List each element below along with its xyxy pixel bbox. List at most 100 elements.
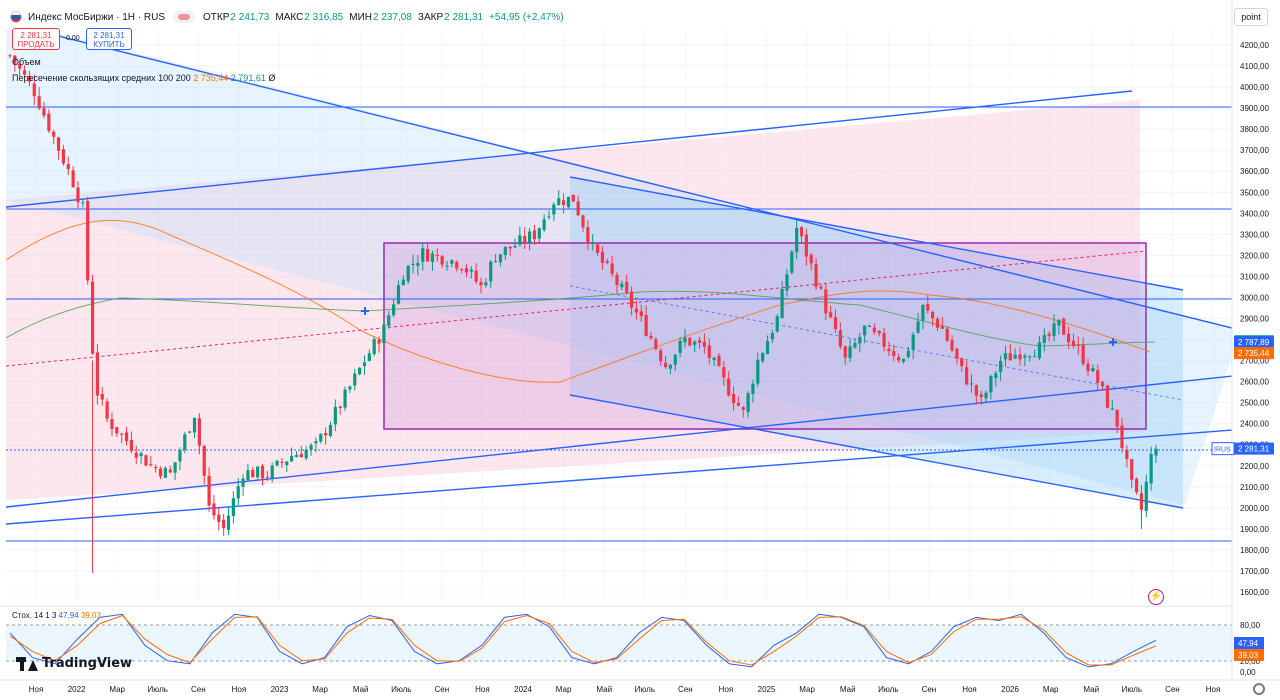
candle-body — [1130, 459, 1134, 480]
lightning-icon[interactable]: ⚡ — [1148, 589, 1164, 605]
candle — [736, 396, 740, 407]
open-value: 2 241,73 — [230, 11, 270, 23]
candle — [974, 384, 978, 405]
candle — [751, 379, 755, 403]
candle — [105, 398, 109, 423]
candle-body — [1115, 409, 1119, 427]
candle-body — [333, 406, 337, 425]
candle — [8, 54, 12, 58]
candle — [790, 250, 794, 275]
candle-body — [659, 350, 663, 362]
visibility-toggle-icon[interactable] — [173, 11, 196, 23]
candle-body — [741, 407, 745, 410]
candle-body — [401, 279, 405, 286]
candle-body — [188, 431, 192, 433]
candle-body — [848, 346, 852, 358]
candle-body — [168, 469, 172, 473]
buy-button[interactable]: 2 281,31 КУПИТЬ — [86, 28, 132, 50]
unit-button[interactable]: point — [1234, 8, 1268, 26]
price-tick-label: 3700,00 — [1240, 146, 1269, 155]
candle-body — [799, 227, 804, 237]
candle — [445, 260, 449, 271]
purple-range-box — [383, 242, 1147, 430]
russia-flag-icon — [10, 11, 22, 23]
candle — [158, 466, 163, 480]
candle-body — [498, 254, 503, 263]
stoch-tick-label: 80,00 — [1240, 621, 1261, 630]
candle-body — [615, 274, 619, 286]
price-tick-label: 3100,00 — [1240, 272, 1269, 281]
candle-body — [299, 454, 303, 458]
candle-body — [644, 314, 648, 336]
time-tick-label: Сен — [678, 685, 693, 694]
candle-body — [940, 326, 944, 329]
candle-body — [212, 503, 216, 516]
candle — [785, 268, 789, 297]
candle — [931, 310, 935, 327]
candle-body — [110, 419, 114, 429]
candle — [469, 266, 473, 279]
ma-cross-legend[interactable]: Пересечение скользящих средних 100 200 2… — [12, 73, 275, 83]
candle — [513, 238, 517, 249]
candle — [1042, 328, 1046, 352]
candle — [1047, 331, 1051, 342]
pink-dashed-line — [6, 250, 1147, 367]
candle — [688, 337, 692, 347]
candle — [1052, 314, 1056, 342]
candle — [625, 274, 629, 295]
stoch-legend[interactable]: Стох. 14 1 3 47,94 39,03 — [12, 611, 101, 620]
time-tick-label: Июль — [1122, 685, 1142, 694]
candle-body — [697, 340, 702, 343]
candle-body — [756, 359, 760, 384]
candle-body — [445, 265, 449, 267]
time-tick-label: Ноя — [1206, 685, 1221, 694]
low-label: МИН — [349, 11, 372, 23]
candle — [81, 198, 85, 208]
candle — [1033, 349, 1037, 358]
candle-body — [731, 393, 736, 403]
candle-body — [358, 367, 362, 375]
candle — [887, 341, 891, 356]
candle — [27, 70, 32, 87]
sell-price: 2 281,31 — [20, 31, 52, 40]
candle-body — [367, 353, 371, 361]
candle — [188, 430, 192, 434]
candle — [1134, 477, 1139, 495]
volume-legend[interactable]: Объем — [12, 57, 41, 67]
candle — [867, 324, 872, 328]
candle — [396, 280, 401, 305]
candle — [61, 144, 66, 166]
candle — [702, 333, 706, 354]
candle — [382, 319, 386, 344]
candle — [1076, 336, 1080, 355]
tradingview-logo-text: TradingView — [42, 656, 133, 671]
candle — [231, 491, 235, 524]
candle — [333, 399, 337, 432]
open-label: ОТКР — [203, 11, 230, 23]
candle — [1086, 358, 1090, 377]
time-tick-label: Июль — [635, 685, 655, 694]
candle-body — [537, 228, 541, 239]
candle — [707, 338, 711, 365]
settings-gear-icon[interactable] — [1253, 683, 1265, 695]
sell-button[interactable]: 2 281,31 ПРОДАТЬ — [12, 28, 60, 50]
candle — [314, 437, 318, 453]
candle — [833, 309, 838, 333]
candle-body — [561, 200, 566, 206]
candle-body — [343, 389, 347, 408]
symbol-title[interactable]: Индекс МосБиржи · 1Н · RUS — [28, 11, 166, 23]
candle-body — [1096, 370, 1100, 383]
candle — [858, 332, 862, 353]
stoch-value-text: 39,03 — [1238, 651, 1259, 660]
candle — [299, 445, 303, 458]
candle-body — [1144, 481, 1148, 511]
candle-body — [547, 216, 551, 218]
candle-body — [965, 367, 969, 385]
candle-body — [71, 170, 75, 188]
candle-body — [673, 354, 677, 365]
candle-body — [1062, 318, 1066, 335]
candle — [1008, 343, 1012, 361]
candle-body — [226, 515, 231, 531]
candle-body — [527, 231, 532, 243]
